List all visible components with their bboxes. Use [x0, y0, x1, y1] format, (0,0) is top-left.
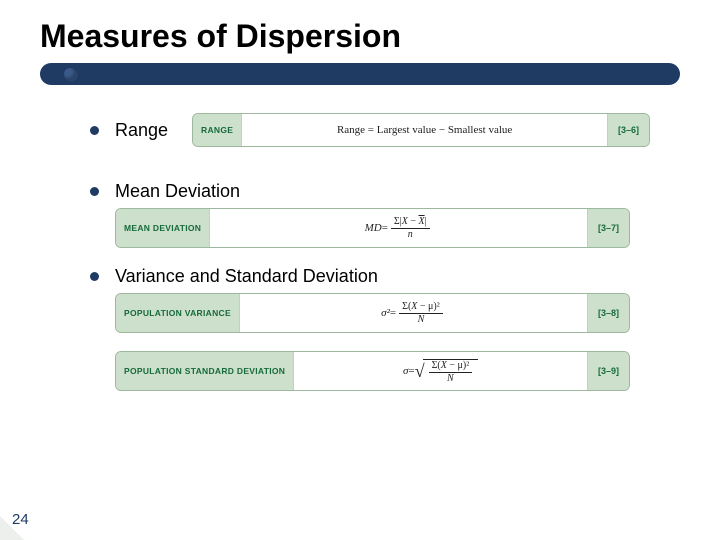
formula-label: POPULATION STANDARD DEVIATION [116, 352, 294, 390]
formula-ref: [3–6] [607, 114, 649, 146]
formula-mean-deviation: MEAN DEVIATION MD = Σ|X − X| n [3–7] [115, 208, 630, 248]
var-sd-row: Variance and Standard Deviation [90, 266, 690, 287]
bullet-icon [90, 126, 99, 135]
denom: N [447, 373, 454, 384]
fraction: Σ(X − μ)² N [429, 361, 473, 384]
denom: N [418, 314, 425, 325]
formula-body: MD = Σ|X − X| n [210, 209, 587, 247]
eq-sign: = [390, 307, 396, 319]
bullet-var-sd: Variance and Standard Deviation [115, 266, 378, 287]
formula-text: Range = Largest value − Smallest value [337, 124, 512, 136]
range-row: Range RANGE Range = Largest value − Smal… [90, 113, 690, 147]
formula-ref: [3–7] [587, 209, 629, 247]
bullet-range: Range [115, 120, 168, 141]
formula-ref: [3–8] [587, 294, 629, 332]
formula-body: σ² = Σ(X − μ)² N [240, 294, 587, 332]
sq: ² [466, 360, 469, 371]
formula-label: MEAN DEVIATION [116, 209, 210, 247]
sigma: Σ( [432, 360, 441, 371]
formula-ref: [3–9] [587, 352, 629, 390]
page-number: 24 [12, 511, 29, 528]
formula-range: RANGE Range = Largest value − Smallest v… [192, 113, 650, 147]
close: | [425, 216, 427, 227]
slide: Measures of Dispersion Range RANGE Range… [0, 0, 720, 540]
fraction: Σ(X − μ)² N [399, 302, 443, 325]
formula-label: POPULATION VARIANCE [116, 294, 240, 332]
sqrt: √ Σ(X − μ)² N [415, 359, 479, 384]
sigma: Σ| [394, 216, 402, 227]
content-area: Range RANGE Range = Largest value − Smal… [30, 113, 690, 391]
minus-mu: − μ) [447, 360, 466, 371]
bullet-icon [90, 187, 99, 196]
fraction: Σ|X − X| n [391, 217, 430, 240]
pv-lhs: σ² [381, 307, 390, 319]
denom: n [408, 229, 413, 240]
formula-body: Range = Largest value − Smallest value [242, 114, 607, 146]
bullet-icon [90, 272, 99, 281]
formula-population-std-dev: POPULATION STANDARD DEVIATION σ = √ Σ(X … [115, 351, 630, 391]
minus-mu: − μ) [417, 301, 436, 312]
md-lhs: MD [365, 222, 382, 234]
title-bar [40, 63, 680, 85]
eq-sign: = [382, 222, 388, 234]
formula-label: RANGE [193, 114, 242, 146]
formula-population-variance: POPULATION VARIANCE σ² = Σ(X − μ)² N [3–… [115, 293, 630, 333]
sq: ² [437, 301, 440, 312]
formula-body: σ = √ Σ(X − μ)² N [294, 352, 587, 390]
mean-dev-row: Mean Deviation [90, 181, 690, 202]
sigma: Σ( [402, 301, 411, 312]
minus: − [408, 216, 419, 227]
page-title: Measures of Dispersion [40, 18, 690, 55]
bullet-mean-dev: Mean Deviation [115, 181, 240, 202]
